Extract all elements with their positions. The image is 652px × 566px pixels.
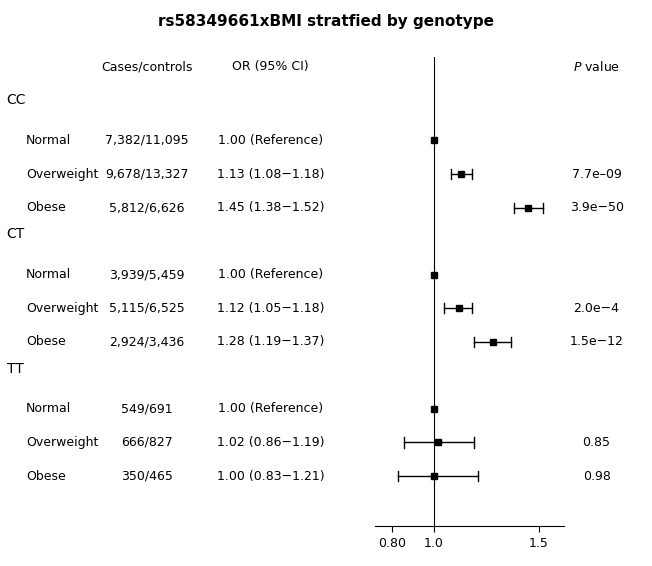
Text: Normal: Normal [26,134,71,147]
Text: 1.28 (1.19−1.37): 1.28 (1.19−1.37) [217,335,324,348]
Text: 549/691: 549/691 [121,402,173,415]
Text: 666/827: 666/827 [121,436,173,449]
Text: 5,812/6,626: 5,812/6,626 [109,201,185,214]
Text: 5,115/6,525: 5,115/6,525 [109,302,185,315]
Text: 1.5e−12: 1.5e−12 [570,335,623,348]
Text: $P$ value: $P$ value [573,59,620,74]
Text: 7.7e–09: 7.7e–09 [572,168,621,181]
Text: Normal: Normal [26,402,71,415]
Text: CC: CC [7,93,26,107]
Text: 9,678/13,327: 9,678/13,327 [105,168,188,181]
Text: Obese: Obese [26,335,66,348]
Text: 2.0e−4: 2.0e−4 [574,302,619,315]
Text: rs58349661xBMI stratfied by genotype: rs58349661xBMI stratfied by genotype [158,14,494,29]
Text: 2,924/3,436: 2,924/3,436 [109,335,185,348]
Text: OR (95% CI): OR (95% CI) [232,60,309,73]
Text: 350/465: 350/465 [121,470,173,483]
Text: TT: TT [7,362,23,376]
Text: Normal: Normal [26,268,71,281]
Text: 3,939/5,459: 3,939/5,459 [109,268,185,281]
Text: Overweight: Overweight [26,302,98,315]
Text: 1.00 (Reference): 1.00 (Reference) [218,268,323,281]
Text: 0.98: 0.98 [583,470,610,483]
Text: Obese: Obese [26,201,66,214]
Text: Cases/controls: Cases/controls [101,60,192,73]
Text: 1.13 (1.08−1.18): 1.13 (1.08−1.18) [217,168,324,181]
Text: CT: CT [7,228,25,242]
Text: 3.9e−50: 3.9e−50 [570,201,623,214]
Text: 1.45 (1.38−1.52): 1.45 (1.38−1.52) [217,201,324,214]
Text: 1.02 (0.86−1.19): 1.02 (0.86−1.19) [217,436,324,449]
Text: 7,382/11,095: 7,382/11,095 [105,134,188,147]
Text: 1.00 (Reference): 1.00 (Reference) [218,402,323,415]
Text: Obese: Obese [26,470,66,483]
Text: 1.00 (Reference): 1.00 (Reference) [218,134,323,147]
Text: 0.85: 0.85 [583,436,610,449]
Text: 1.12 (1.05−1.18): 1.12 (1.05−1.18) [217,302,324,315]
Text: Overweight: Overweight [26,436,98,449]
Text: 1.00 (0.83−1.21): 1.00 (0.83−1.21) [216,470,325,483]
Text: Overweight: Overweight [26,168,98,181]
